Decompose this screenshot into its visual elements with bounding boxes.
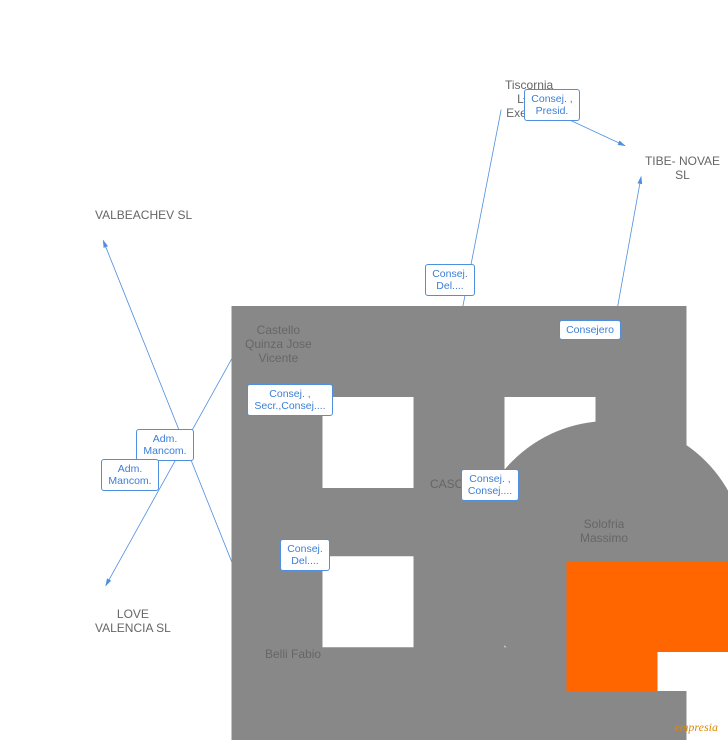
diagram-canvas: VALBEACHEV SL Castello Quinza Jose Vicen… [0, 0, 728, 740]
footer: © empresia [658, 720, 718, 735]
edge-label: Consej. , Consej.... [461, 469, 519, 501]
edge-label: Consejero [559, 320, 621, 340]
edge-label: Consej. Del.... [425, 264, 475, 296]
node-solofria[interactable]: Solofria Massimo [580, 504, 628, 546]
edge-label: Adm. Mancom. [136, 429, 193, 461]
edge-label: Consej. Del.... [280, 539, 330, 571]
brand: empresia [674, 720, 718, 734]
edge-label: Consej. , Secr.,Consej.... [247, 384, 332, 416]
edge-label: Adm. Mancom. [101, 459, 158, 491]
node-valbeachev[interactable]: VALBEACHEV SL [95, 209, 192, 237]
copyright-symbol: © [658, 720, 667, 734]
edge-label: Consej. , Presid. [524, 89, 579, 121]
node-love[interactable]: LOVE VALENCIA SL [95, 594, 171, 636]
node-castello[interactable]: Castello Quinza Jose Vicente [245, 324, 312, 379]
node-tibenovae[interactable]: TIBE- NOVAE SL [641, 155, 728, 183]
